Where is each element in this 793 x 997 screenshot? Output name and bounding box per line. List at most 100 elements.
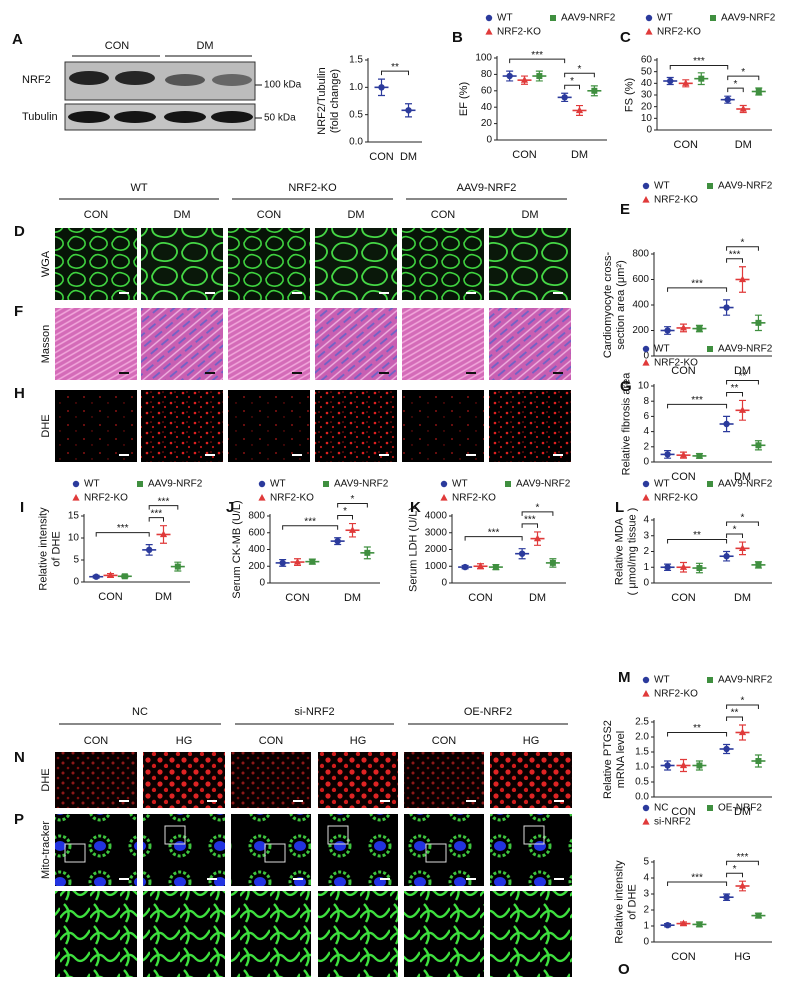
legend-marker xyxy=(707,183,713,189)
significance-label: * xyxy=(741,513,745,524)
micrograph xyxy=(404,752,484,808)
marker xyxy=(293,558,302,565)
y-tick-label: 600 xyxy=(632,274,649,285)
x-tick-label: DM xyxy=(400,151,417,163)
significance-label: ** xyxy=(693,723,701,734)
row-label: Mito-tracker xyxy=(40,821,52,879)
y-axis-label: mRNA level xyxy=(615,731,627,788)
legend-label: WT xyxy=(654,479,670,490)
y-tick-label: 5 xyxy=(643,857,649,868)
marker xyxy=(121,573,128,580)
y-tick-label: 0.0 xyxy=(635,792,649,803)
panel-letter: C xyxy=(620,29,631,46)
micrograph xyxy=(141,228,223,300)
significance-label: *** xyxy=(691,279,703,290)
marker xyxy=(738,406,747,413)
significance-label: * xyxy=(733,864,737,875)
micrograph xyxy=(318,814,398,886)
micrograph xyxy=(141,390,223,462)
significance-bracket xyxy=(726,246,759,251)
legend-marker xyxy=(707,805,713,811)
zoom-micrograph xyxy=(404,891,484,977)
y-tick-label: 2 xyxy=(643,441,649,452)
marker xyxy=(561,94,568,101)
y-tick-label: 4 xyxy=(643,873,649,884)
y-tick-label: 800 xyxy=(248,511,265,522)
marker xyxy=(92,573,100,580)
significance-label: * xyxy=(741,696,745,707)
y-tick-label: 60 xyxy=(641,55,653,66)
y-tick-label: 0 xyxy=(643,578,649,589)
y-tick-label: 0.5 xyxy=(349,109,363,120)
panel-letter: L xyxy=(615,499,624,516)
significance-bracket xyxy=(727,87,744,93)
y-tick-label: 8 xyxy=(643,396,649,407)
y-tick-label: 5 xyxy=(73,555,79,566)
x-tick-label: DM xyxy=(344,592,361,604)
significance-label: *** xyxy=(158,496,170,507)
legend-marker xyxy=(642,494,650,501)
marker xyxy=(664,327,671,334)
y-tick-label: 50 xyxy=(641,66,653,77)
significance-bracket xyxy=(667,539,728,544)
x-tick-label: CON xyxy=(671,951,696,963)
panel-letter: O xyxy=(618,961,630,978)
legend-label: AAV9-NRF2 xyxy=(718,181,773,192)
blot-group: CON xyxy=(105,40,130,52)
marker xyxy=(476,562,485,569)
marker xyxy=(698,75,705,82)
y-tick-label: 100 xyxy=(475,53,492,64)
micrograph xyxy=(489,390,571,462)
significance-bracket xyxy=(726,716,743,721)
micrograph xyxy=(55,308,137,380)
significance-bracket xyxy=(726,521,759,527)
significance-bracket xyxy=(282,525,339,530)
marker xyxy=(679,563,688,570)
legend-marker xyxy=(707,481,713,487)
significance-bracket xyxy=(667,403,728,409)
marker xyxy=(536,73,543,80)
significance-label: *** xyxy=(304,516,316,527)
x-tick-label: CON xyxy=(369,151,394,163)
micrograph xyxy=(143,752,225,808)
y-axis-label: Relative intensity xyxy=(38,507,50,591)
marker xyxy=(667,77,674,85)
significance-bracket xyxy=(726,872,743,878)
marker xyxy=(533,534,542,542)
marker xyxy=(682,79,690,86)
significance-label: * xyxy=(343,506,347,517)
marker xyxy=(696,325,703,332)
legend-label: WT xyxy=(497,13,513,24)
y-axis-label: Relative intensity xyxy=(613,860,625,944)
row-label: DHE xyxy=(40,768,52,791)
condition-label: CON xyxy=(84,209,109,221)
blot-row-label: Tubulin xyxy=(22,111,58,123)
marker xyxy=(738,728,747,736)
y-tick-label: 60 xyxy=(481,85,493,96)
legend-marker xyxy=(258,494,266,501)
marker xyxy=(679,323,688,331)
y-tick-label: 0 xyxy=(646,125,652,136)
x-tick-label: CON xyxy=(98,591,123,603)
significance-label: ** xyxy=(693,530,701,541)
significance-bracket xyxy=(726,533,743,539)
significance-bracket xyxy=(726,379,759,385)
legend-marker xyxy=(72,494,80,501)
y-tick-label: 200 xyxy=(248,561,265,572)
y-tick-label: 2 xyxy=(643,905,649,916)
marker xyxy=(174,563,181,570)
group-label: AAV9-NRF2 xyxy=(457,182,517,194)
micrograph xyxy=(315,390,397,462)
x-tick-label: CON xyxy=(671,806,696,818)
significance-label: *** xyxy=(737,852,749,863)
y-tick-label: 200 xyxy=(632,325,649,336)
legend-marker xyxy=(645,14,653,22)
marker xyxy=(279,559,286,567)
significance-label: ** xyxy=(731,708,739,719)
marker xyxy=(520,76,529,83)
y-axis-label: Serum LDH (U/L) xyxy=(408,507,420,592)
group-label: NC xyxy=(132,706,148,718)
significance-label: ** xyxy=(731,383,739,394)
y-tick-label: 0.5 xyxy=(635,777,649,788)
